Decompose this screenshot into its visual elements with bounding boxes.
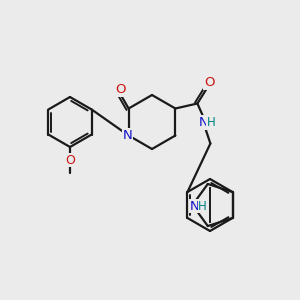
Text: O: O bbox=[115, 83, 125, 96]
Text: O: O bbox=[65, 154, 75, 166]
Text: O: O bbox=[204, 76, 214, 89]
Text: H: H bbox=[207, 116, 216, 129]
Text: N: N bbox=[199, 116, 208, 129]
Text: H: H bbox=[198, 200, 207, 212]
Text: N: N bbox=[190, 200, 200, 212]
Text: N: N bbox=[123, 129, 133, 142]
